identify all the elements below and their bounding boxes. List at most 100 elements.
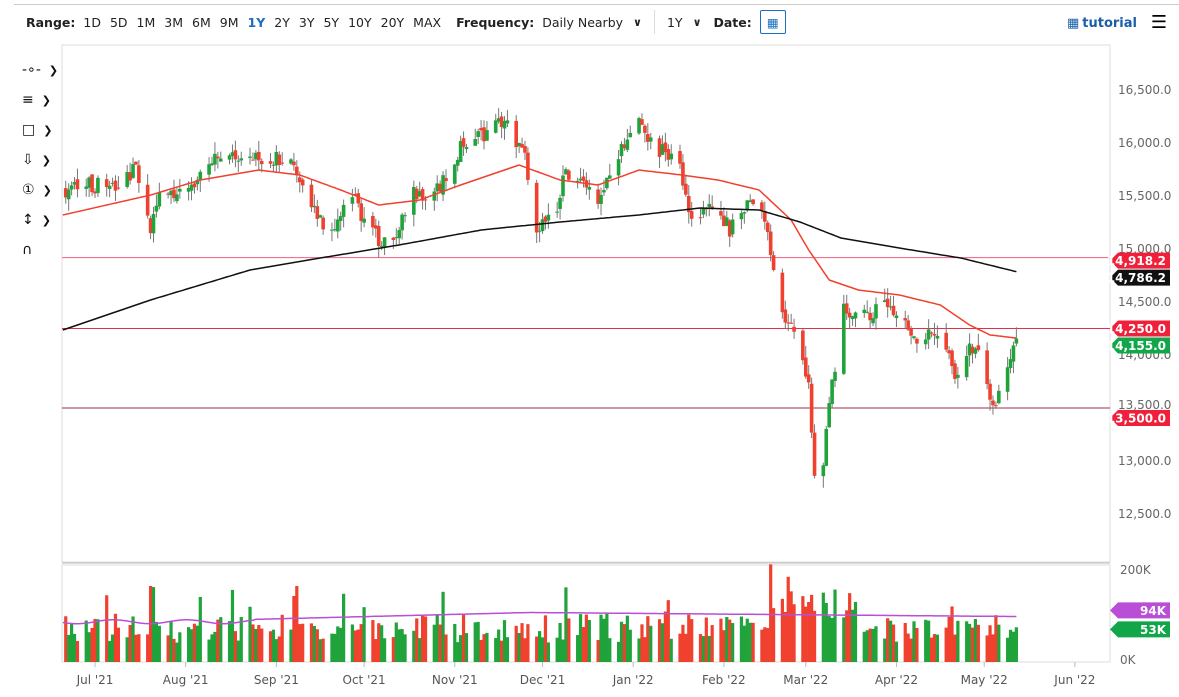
volume-bar bbox=[812, 610, 817, 662]
candle-down bbox=[786, 322, 791, 324]
candle-down bbox=[461, 138, 466, 147]
volume-bar bbox=[929, 637, 934, 662]
candle-down bbox=[812, 432, 817, 476]
candle-down bbox=[684, 183, 688, 195]
volume-bar bbox=[517, 633, 521, 662]
volume-bar bbox=[113, 613, 118, 662]
range-3y[interactable]: 3Y bbox=[298, 14, 315, 30]
candle-up bbox=[400, 214, 404, 231]
range-9m[interactable]: 9M bbox=[219, 14, 239, 30]
candle-down bbox=[63, 188, 68, 198]
date-picker-button[interactable]: ▦ bbox=[759, 10, 786, 34]
volume-bar bbox=[312, 626, 316, 662]
candle-up bbox=[178, 188, 182, 192]
tool-measure[interactable]: ↕ ❯ bbox=[22, 212, 51, 228]
volume-bar bbox=[660, 623, 665, 662]
volume-bar bbox=[1014, 627, 1018, 662]
candle-down bbox=[137, 165, 141, 184]
volume-bar bbox=[219, 617, 223, 662]
candle-up bbox=[546, 214, 551, 221]
volume-bar bbox=[157, 625, 161, 662]
candle-down bbox=[297, 177, 302, 183]
volume-tick-label: 0K bbox=[1120, 653, 1137, 667]
range-6m[interactable]: 6M bbox=[192, 14, 211, 30]
candle-up bbox=[350, 197, 355, 204]
candle-up bbox=[660, 144, 665, 155]
volume-bar bbox=[745, 618, 749, 662]
volume-bar bbox=[108, 641, 112, 662]
range-2y[interactable]: 2Y bbox=[274, 14, 290, 30]
chart-toolbar: Range: 1D 5D 1M 3M 6M 9M 1Y 2Y 3Y 5Y 10Y 20Y MAX Fre… bbox=[26, 10, 786, 34]
volume-bar bbox=[280, 614, 284, 662]
y-tick-label: 16,500.0 bbox=[1118, 83, 1171, 97]
volume-bar bbox=[412, 630, 416, 662]
candle-down bbox=[113, 180, 118, 191]
candle-down bbox=[932, 334, 937, 336]
range-1m[interactable]: 1M bbox=[136, 14, 156, 30]
volume-bar bbox=[669, 638, 673, 662]
period-value: 1Y bbox=[666, 14, 683, 30]
volume-bar bbox=[403, 634, 407, 662]
tool-magnet[interactable]: ∩ bbox=[0, 235, 62, 265]
divider bbox=[653, 10, 655, 34]
level-tag-13500: 13,500.0 bbox=[1107, 410, 1170, 426]
tool-arrow[interactable]: ⇩ ❯ bbox=[22, 152, 51, 168]
tool-crosshair[interactable]: -∘- ❯ bbox=[22, 62, 59, 78]
volume-last-tag-bg bbox=[1110, 621, 1170, 638]
candle-down bbox=[374, 225, 378, 229]
range-10y[interactable]: 10Y bbox=[348, 14, 372, 30]
candle-up bbox=[230, 152, 235, 157]
candle-up bbox=[564, 169, 568, 175]
menu-icon[interactable]: ☰ bbox=[1150, 12, 1167, 33]
range-label: Range: bbox=[26, 14, 76, 30]
candle-down bbox=[93, 191, 97, 194]
x-tick-label: Mar '22 bbox=[783, 673, 828, 687]
tutorial-link[interactable]: ▦ tutorial bbox=[1067, 16, 1137, 31]
range-3m[interactable]: 3M bbox=[164, 14, 184, 30]
volume-bar bbox=[769, 564, 773, 662]
volume-bar bbox=[865, 630, 869, 662]
candle-down bbox=[280, 162, 284, 164]
volume-bar bbox=[985, 635, 989, 662]
candle-down bbox=[763, 210, 767, 222]
candle-down bbox=[891, 305, 896, 316]
volume-bar bbox=[110, 634, 115, 662]
volume-bar bbox=[502, 620, 507, 662]
range-5d[interactable]: 5D bbox=[109, 14, 128, 30]
candle-up bbox=[730, 219, 735, 235]
volume-bar bbox=[663, 611, 667, 662]
candle-up bbox=[394, 237, 399, 239]
volume-bar bbox=[438, 624, 442, 662]
candle-up bbox=[956, 374, 960, 378]
range-max[interactable]: MAX bbox=[413, 14, 442, 30]
candle-up bbox=[540, 219, 545, 232]
volume-bar bbox=[684, 633, 688, 662]
level-tag-13500-bg bbox=[1110, 410, 1170, 426]
volume-bar bbox=[380, 625, 384, 662]
period-select[interactable]: 1Y ∨ bbox=[667, 15, 702, 30]
tool-fib[interactable]: ≡ ❯ bbox=[22, 92, 51, 108]
volume-bar bbox=[538, 631, 542, 662]
volume-bar bbox=[371, 620, 375, 662]
candle-up bbox=[888, 306, 893, 308]
candle-up bbox=[458, 141, 463, 162]
volume-bar bbox=[804, 606, 808, 662]
range-1d[interactable]: 1D bbox=[83, 14, 101, 30]
candle-up bbox=[289, 159, 293, 164]
crosshair-icon: -∘- bbox=[22, 62, 41, 78]
frequency-select[interactable]: Daily Nearby ∨ bbox=[542, 15, 642, 30]
candle-up bbox=[1014, 338, 1019, 344]
candle-down bbox=[760, 202, 764, 211]
ma200-line bbox=[62, 207, 1017, 331]
range-5y[interactable]: 5Y bbox=[323, 14, 340, 30]
tool-rectangle[interactable]: □ ❯ bbox=[22, 122, 53, 138]
range-1y[interactable]: 1Y bbox=[247, 14, 266, 30]
range-20y[interactable]: 20Y bbox=[380, 14, 405, 30]
candle-down bbox=[985, 350, 989, 384]
volume-bar bbox=[540, 637, 545, 662]
volume-bar bbox=[578, 614, 583, 662]
candle-down bbox=[947, 350, 951, 354]
candle-up bbox=[195, 179, 200, 185]
tool-number[interactable]: ① ❯ bbox=[22, 182, 52, 198]
